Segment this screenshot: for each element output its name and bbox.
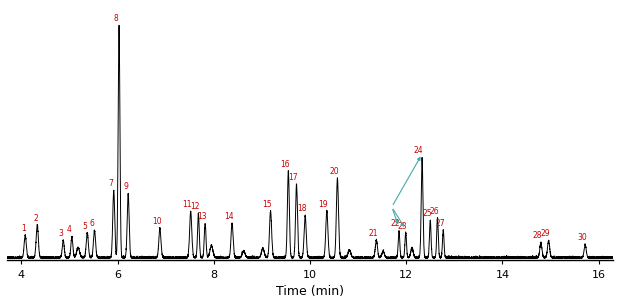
Text: 13: 13 [197, 212, 206, 221]
Text: 20: 20 [329, 167, 339, 176]
Text: 29: 29 [541, 229, 550, 238]
Text: 5: 5 [82, 222, 87, 231]
Text: 3: 3 [58, 229, 63, 238]
Text: 8: 8 [113, 13, 118, 23]
Text: 7: 7 [108, 179, 113, 188]
Text: 18: 18 [297, 204, 306, 213]
Text: 10: 10 [153, 217, 162, 226]
Text: 26: 26 [429, 206, 439, 216]
Text: 2: 2 [33, 214, 38, 223]
Text: 6: 6 [89, 219, 94, 228]
Text: 27: 27 [435, 219, 445, 228]
Text: 21: 21 [368, 229, 378, 238]
Text: 22: 22 [391, 219, 401, 228]
Text: 4: 4 [66, 225, 71, 234]
Text: 14: 14 [224, 212, 234, 221]
Text: 9: 9 [123, 182, 128, 191]
Text: 1: 1 [22, 224, 26, 233]
Text: 15: 15 [262, 199, 272, 209]
Text: 30: 30 [577, 233, 587, 242]
Text: 25: 25 [422, 209, 432, 218]
Text: 17: 17 [288, 173, 298, 182]
Text: 19: 19 [319, 199, 328, 209]
Text: 24: 24 [414, 146, 423, 155]
Text: 11: 11 [182, 199, 192, 209]
Text: 23: 23 [397, 222, 407, 231]
Text: 12: 12 [190, 202, 200, 211]
X-axis label: Time (min): Time (min) [276, 285, 344, 298]
Text: 28: 28 [533, 231, 542, 240]
Text: 16: 16 [280, 160, 290, 169]
